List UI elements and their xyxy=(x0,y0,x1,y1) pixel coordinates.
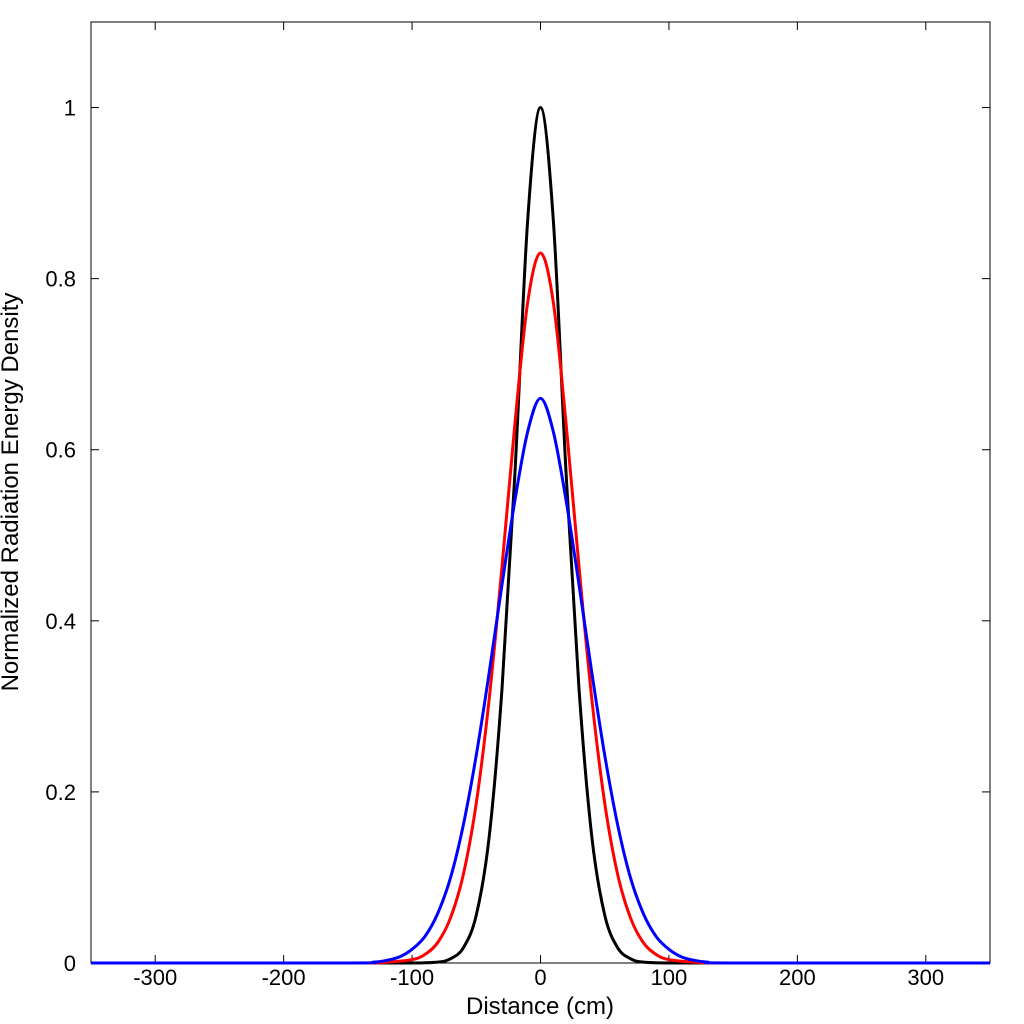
y-tick-label: 1 xyxy=(64,96,76,121)
x-tick-label: -100 xyxy=(390,965,434,990)
y-tick-label: 0 xyxy=(64,951,76,976)
series-lines xyxy=(91,106,990,965)
x-axis-label: Distance (cm) xyxy=(466,993,614,1020)
y-tick-label: 0.6 xyxy=(45,438,76,463)
x-tick-label: 200 xyxy=(779,965,816,990)
y-tick-label: 0.2 xyxy=(45,780,76,805)
x-tick-label: 0 xyxy=(534,965,546,990)
series-line-3 xyxy=(91,396,990,965)
series-line-2 xyxy=(91,251,990,965)
y-axis-label: Normalized Radiation Energy Density xyxy=(0,293,24,692)
axis-ticks: -300 -200 -100 0 100 200 300 0 0.2 0.4 0.6 0.8 1 xyxy=(45,22,990,990)
series-line-1 xyxy=(91,106,990,965)
plot-frame xyxy=(90,21,991,964)
y-tick-label: 0.8 xyxy=(45,267,76,292)
x-tick-label: -300 xyxy=(133,965,177,990)
y-tick-label: 0.4 xyxy=(45,609,76,634)
x-tick-label: 100 xyxy=(651,965,688,990)
x-tick-label: -200 xyxy=(262,965,306,990)
x-tick-label: 300 xyxy=(907,965,944,990)
